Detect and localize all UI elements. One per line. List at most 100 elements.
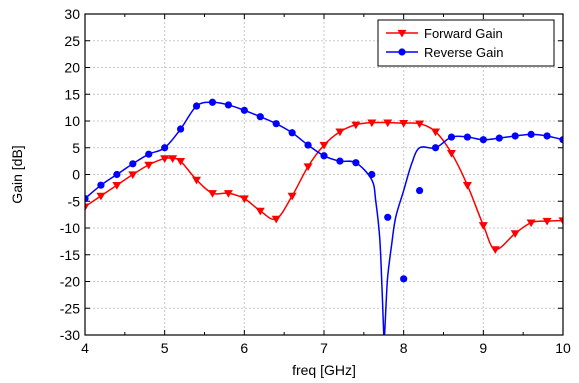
y-tick-label: 5: [72, 140, 80, 156]
data-point: [256, 113, 264, 121]
x-tick-label: 6: [240, 340, 248, 356]
data-point: [271, 215, 281, 224]
legend-label-reverse-gain: Reverse Gain: [424, 45, 503, 60]
data-point: [144, 161, 154, 170]
y-tick-label: 0: [72, 167, 80, 183]
data-point: [97, 181, 105, 189]
data-point: [255, 207, 265, 216]
y-tick-label: -30: [60, 327, 80, 343]
legend-label-forward-gain: Forward Gain: [424, 26, 503, 41]
data-point: [287, 192, 297, 201]
data-point: [462, 182, 472, 190]
x-tick-label: 7: [320, 340, 328, 356]
data-point: [368, 170, 376, 179]
grid-lines: [85, 14, 563, 335]
series-layer: [85, 98, 563, 335]
data-point: [272, 120, 280, 128]
data-point: [400, 275, 408, 283]
data-point: [431, 128, 441, 137]
data-point: [335, 128, 345, 137]
data-point: [526, 219, 536, 228]
data-point: [319, 141, 329, 150]
data-point: [208, 98, 217, 106]
data-point: [384, 213, 392, 221]
data-point: [239, 195, 249, 204]
data-point: [399, 119, 409, 128]
y-tick-label: -15: [60, 247, 80, 263]
x-tick-label: 10: [555, 340, 571, 356]
x-axis-label: freq [GHz]: [292, 362, 356, 378]
data-point: [288, 129, 296, 137]
data-point: [463, 133, 471, 141]
data-point: [113, 170, 121, 179]
y-tick-label: -10: [60, 220, 80, 236]
data-point: [161, 144, 169, 152]
data-point: [447, 133, 456, 141]
plot-frame: [84, 13, 564, 336]
y-tick-label: 15: [64, 86, 80, 102]
data-point: [367, 119, 377, 128]
data-point: [85, 194, 89, 203]
data-point: [176, 157, 186, 166]
data-point: [128, 171, 138, 179]
data-point: [543, 132, 551, 140]
data-point: [415, 120, 425, 129]
y-tick-labels: 30 25 20 15 10 5 0 -5 -10 -15 -20 -25 -30: [60, 6, 80, 343]
data-point: [96, 192, 106, 201]
data-point: [352, 159, 360, 167]
data-point: [510, 230, 520, 238]
data-point: [490, 246, 500, 254]
data-point: [207, 190, 217, 198]
data-point: [495, 134, 503, 142]
data-point: [558, 217, 563, 226]
legend-item-forward-gain: Forward Gain: [386, 26, 503, 41]
data-point: [479, 136, 487, 144]
x-tick-label: 8: [400, 340, 408, 356]
legend: Forward Gain Reverse Gain: [377, 19, 555, 67]
x-tick-labels: 4 5 6 7 8 9 10: [81, 340, 571, 356]
data-point: [168, 155, 178, 163]
data-point: [224, 101, 232, 109]
data-point: [416, 186, 424, 195]
data-point: [177, 125, 185, 133]
data-point: [145, 150, 153, 158]
data-point: [240, 106, 248, 114]
data-point: [336, 157, 344, 165]
data-point: [129, 160, 137, 168]
data-point: [192, 102, 201, 110]
data-point: [542, 217, 552, 226]
legend-item-reverse-gain: Reverse Gain: [386, 45, 503, 60]
data-point: [478, 222, 488, 230]
y-axis-label: Gain [dB]: [9, 145, 25, 203]
data-point: [223, 190, 233, 198]
legend-marker-reverse-gain: [398, 48, 406, 56]
series-forward-gain: [85, 119, 563, 254]
x-tick-label: 9: [479, 340, 487, 356]
legend-marker-forward-gain: [397, 29, 407, 38]
x-tick-label: 4: [81, 340, 89, 356]
data-point: [559, 136, 563, 144]
y-tick-label: 10: [64, 113, 80, 129]
data-point: [303, 163, 313, 171]
data-point: [192, 176, 202, 185]
data-point: [431, 144, 440, 152]
data-point: [160, 155, 170, 163]
y-tick-label: -20: [60, 274, 80, 290]
data-point: [446, 149, 456, 158]
data-point: [383, 119, 393, 128]
legend-box: [377, 19, 555, 67]
data-point: [527, 130, 535, 138]
y-tick-label: -25: [60, 300, 80, 316]
series-line: [85, 101, 563, 335]
data-point: [85, 203, 90, 212]
data-point: [112, 182, 122, 190]
y-tick-label: -5: [68, 193, 81, 209]
data-point: [304, 141, 312, 149]
y-tick-label: 20: [64, 60, 80, 76]
y-tick-label: 30: [64, 6, 80, 22]
data-point: [320, 152, 328, 160]
y-tick-label: 25: [64, 33, 80, 49]
series-reverse-gain: [85, 98, 563, 335]
data-point: [351, 121, 361, 130]
